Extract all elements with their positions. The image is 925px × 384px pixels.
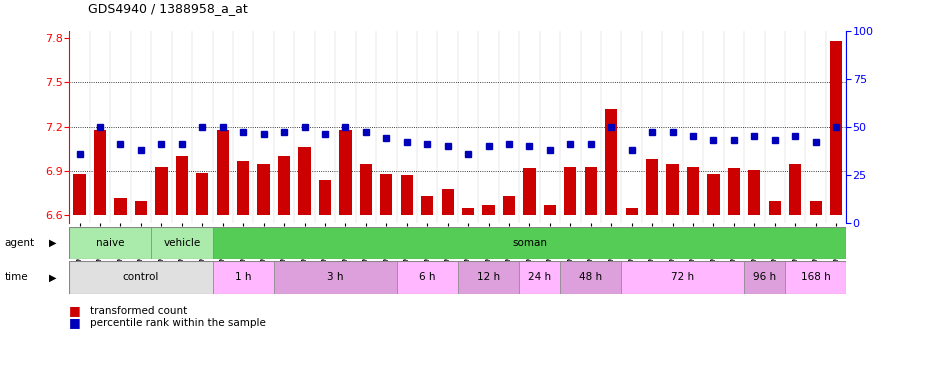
Bar [94,130,106,215]
Bar [585,167,597,215]
Bar [769,200,781,215]
Bar [441,189,454,215]
Text: control: control [123,272,159,283]
Bar [503,196,515,215]
Bar [319,180,331,215]
Bar [625,208,638,215]
Text: naive: naive [96,238,125,248]
Bar [519,261,561,294]
Bar [458,261,519,294]
Text: ▶: ▶ [49,272,56,283]
Bar [728,168,740,215]
Bar [401,175,413,215]
Text: 12 h: 12 h [477,272,500,283]
Bar [605,109,617,215]
Text: ■: ■ [69,305,81,318]
Bar [176,156,188,215]
Text: GDS4940 / 1388958_a_at: GDS4940 / 1388958_a_at [88,2,248,15]
Bar [380,174,392,215]
Text: 168 h: 168 h [801,272,831,283]
Text: ▶: ▶ [49,238,56,248]
Text: transformed count: transformed count [90,306,187,316]
Bar [622,261,744,294]
Text: 1 h: 1 h [235,272,252,283]
Bar [561,261,622,294]
Text: 3 h: 3 h [327,272,343,283]
Bar [666,164,679,215]
Text: time: time [5,272,29,283]
Bar [69,261,213,294]
Bar [744,261,785,294]
Text: 48 h: 48 h [579,272,602,283]
Bar [483,205,495,215]
Bar [299,147,311,215]
Bar [73,174,86,215]
Bar [687,167,699,215]
Bar [69,227,151,259]
Bar [257,164,270,215]
Text: soman: soman [512,238,547,248]
Text: percentile rank within the sample: percentile rank within the sample [90,318,265,328]
Text: 6 h: 6 h [419,272,436,283]
Bar [785,261,846,294]
Bar [544,205,556,215]
Bar [216,130,228,215]
Bar [274,261,397,294]
Bar [360,164,372,215]
Bar [237,161,250,215]
Bar [213,261,274,294]
Bar [397,261,458,294]
Bar [809,200,821,215]
Bar [524,168,536,215]
Bar [564,167,576,215]
Text: agent: agent [5,238,35,248]
Bar [708,174,720,215]
Bar [196,172,208,215]
Bar [151,227,213,259]
Bar [339,130,352,215]
Bar [115,198,127,215]
Bar [462,208,475,215]
Text: 24 h: 24 h [528,272,551,283]
Bar [789,164,801,215]
Bar [278,156,290,215]
Bar [155,167,167,215]
Bar [830,41,843,215]
Bar [748,170,760,215]
Bar [421,196,433,215]
Text: 96 h: 96 h [753,272,776,283]
Bar [135,200,147,215]
Text: ■: ■ [69,316,81,329]
Bar [213,227,846,259]
Text: vehicle: vehicle [163,238,201,248]
Bar [646,159,659,215]
Text: 72 h: 72 h [672,272,695,283]
